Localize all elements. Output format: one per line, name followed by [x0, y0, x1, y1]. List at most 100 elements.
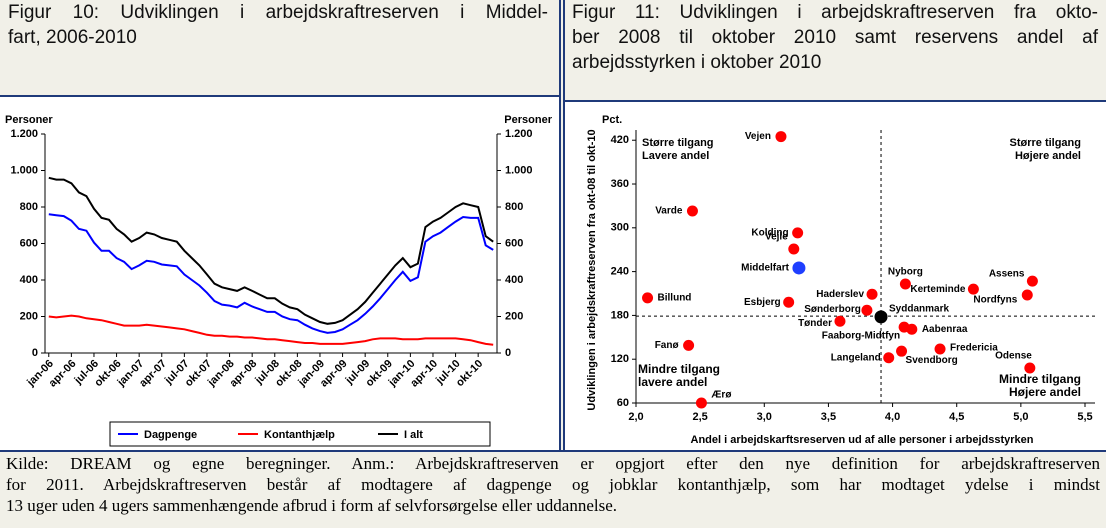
y2-tick-label: 1.200: [505, 128, 533, 140]
point-label: Langeland: [831, 352, 881, 363]
rule: [559, 0, 561, 452]
quadrant-label: Større tilgang: [1009, 137, 1081, 149]
quadrant-label: Højere andel: [1015, 150, 1081, 162]
point: [683, 339, 695, 351]
point-label: Nordfyns: [973, 295, 1017, 306]
point: [934, 343, 946, 355]
point-label: Varde: [655, 206, 683, 217]
y-tick-label: 800: [20, 201, 38, 213]
x-tick-label: 4,5: [949, 411, 964, 423]
point: [874, 310, 888, 324]
legend-label: Kontanthjælp: [264, 429, 335, 441]
point-label: Middelfart: [741, 263, 789, 274]
quadrant-label: Mindre tilgang: [638, 362, 720, 376]
point-label: Billund: [658, 293, 692, 304]
x-tick-label: 5,0: [1013, 411, 1028, 423]
series-line: [48, 314, 494, 346]
point-label: Ærø: [711, 390, 732, 401]
note-line: Kilde: DREAM og egne beregninger. Anm.: …: [6, 454, 1100, 473]
x-tick-label: 3,0: [757, 411, 772, 423]
point-label: Nyborg: [888, 267, 923, 278]
y-tick-label: 60: [617, 397, 629, 409]
point-label: Tønder: [798, 318, 832, 329]
x-tick-label: 4,0: [885, 411, 900, 423]
point-label: Kerteminde: [910, 284, 965, 295]
point-label: Fanø: [655, 340, 680, 351]
x-tick-label: 2,0: [628, 411, 643, 423]
y2-tick-label: 0: [505, 347, 511, 359]
y-axis-title: Personer: [5, 114, 53, 126]
quadrant-label: Højere andel: [1009, 385, 1081, 399]
point: [967, 283, 979, 295]
point-label: Odense: [995, 351, 1032, 362]
point-label: Faaborg-Midtfyn: [822, 331, 900, 342]
y-tick-label: 600: [20, 237, 38, 249]
quadrant-label: Lavere andel: [642, 150, 709, 162]
y-tick-label: 200: [20, 310, 38, 322]
y-tick-label: 300: [611, 222, 629, 234]
y2-tick-label: 1.000: [505, 164, 533, 176]
point: [883, 352, 895, 364]
note-line: 13 uger uden 4 ugers sammenhængende afbr…: [6, 496, 618, 515]
point-label: Fredericia: [950, 343, 998, 354]
point: [783, 296, 795, 308]
point-label: Svendborg: [906, 355, 958, 366]
series-line: [48, 213, 494, 334]
point: [899, 278, 911, 290]
legend-label: Dagpenge: [144, 429, 197, 441]
point-label: Vejle: [765, 232, 788, 243]
point: [788, 243, 800, 255]
point: [866, 288, 878, 300]
y-tick-label: 180: [611, 309, 629, 321]
point: [792, 227, 804, 239]
title-line: Figur 11: Udviklingen i arbejdskraftrese…: [572, 2, 1098, 23]
legend-label: I alt: [404, 429, 423, 441]
y-tick-label: 1.200: [10, 128, 38, 140]
quadrant-label: lavere andel: [638, 375, 707, 389]
rule: [565, 100, 1106, 102]
point-label: Assens: [989, 269, 1025, 280]
point-label: Haderslev: [816, 289, 864, 300]
y-tick-label: 420: [611, 134, 629, 146]
point: [1026, 275, 1038, 287]
y2-axis-title: Personer: [504, 114, 552, 126]
line-chart: Personer Personer 0 200 400 600 800 1.000 1.200 0…: [0, 97, 559, 450]
y-unit: Pct.: [602, 114, 622, 126]
y2-tick-label: 200: [505, 310, 523, 322]
point-label: Syddanmark: [889, 304, 949, 315]
x-axis-title: Andel i arbejdskarftsreserven ud af alle…: [691, 434, 1034, 446]
title-line: arbejdsstyrken i oktober 2010: [572, 52, 822, 73]
source-note: Kilde: DREAM og egne beregninger. Anm.: …: [6, 453, 1100, 516]
point: [1021, 289, 1033, 301]
point-label: Esbjerg: [744, 297, 781, 308]
y2-tick-label: 600: [505, 237, 523, 249]
point: [1024, 362, 1036, 374]
rule: [563, 0, 565, 452]
x-tick-label: 5,5: [1077, 411, 1092, 423]
rule: [0, 450, 1106, 452]
title-line: fart, 2006-2010: [8, 27, 137, 48]
y-tick-label: 0: [32, 347, 38, 359]
figure-title: Figur 11: Udviklingen i arbejdskraftrese…: [572, 0, 1098, 75]
note-line: for 2011. Arbejdskraftreserven består af…: [6, 475, 1100, 494]
title-line: ber 2008 til oktober 2010 samt reservens…: [572, 27, 1098, 48]
point-label: Kolding: [751, 228, 788, 239]
point-label: Aabenraa: [922, 324, 968, 335]
point-label: Sønderborg: [804, 304, 861, 315]
x-tick-label: 2,5: [692, 411, 707, 423]
point: [906, 323, 918, 335]
point: [775, 131, 787, 143]
figure-title: Figur 10: Udviklingen i arbejdskraftrese…: [8, 0, 548, 50]
y-tick-label: 120: [611, 353, 629, 365]
point: [695, 397, 707, 409]
point-label: Vejen: [745, 131, 771, 142]
point: [686, 205, 698, 217]
title-line: Figur 10: Udviklingen i arbejdskraftrese…: [8, 2, 548, 23]
y-tick-label: 1.000: [10, 164, 38, 176]
y-tick-label: 360: [611, 178, 629, 190]
legend-box: [109, 421, 491, 447]
x-tick-label: 3,5: [821, 411, 836, 423]
y2-tick-label: 800: [505, 201, 523, 213]
point: [642, 292, 654, 304]
